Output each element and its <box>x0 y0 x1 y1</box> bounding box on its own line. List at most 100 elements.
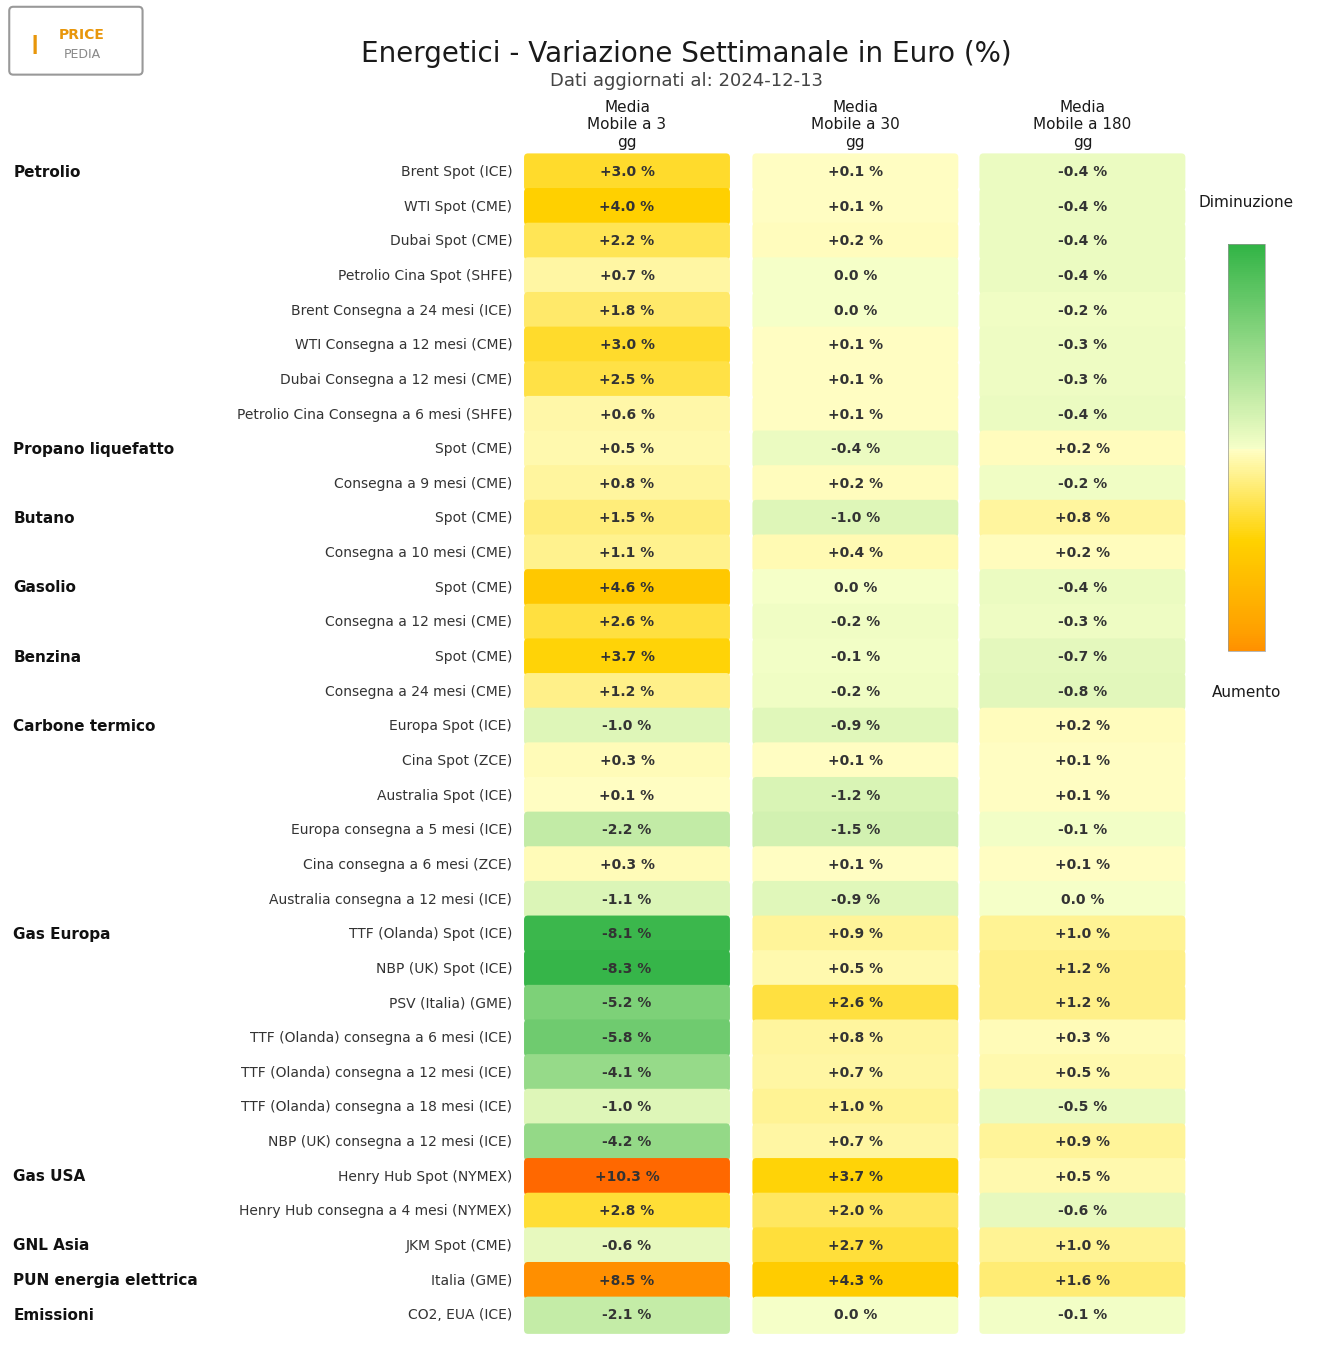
Bar <box>1228 380 1265 383</box>
Text: -1.0 %: -1.0 % <box>830 512 880 525</box>
Text: +4.0 %: +4.0 % <box>599 199 655 213</box>
Text: -0.3 %: -0.3 % <box>1057 615 1107 630</box>
Bar <box>1228 269 1265 271</box>
Text: +0.1 %: +0.1 % <box>828 858 883 873</box>
FancyBboxPatch shape <box>524 189 730 225</box>
Bar <box>1228 404 1265 407</box>
Bar <box>1228 319 1265 322</box>
Bar <box>1228 486 1265 489</box>
FancyBboxPatch shape <box>752 189 958 225</box>
FancyBboxPatch shape <box>979 569 1185 607</box>
Bar <box>1228 463 1265 467</box>
Text: +10.3 %: +10.3 % <box>594 1170 660 1183</box>
Text: PSV (Italia) (GME): PSV (Italia) (GME) <box>389 996 512 1011</box>
FancyBboxPatch shape <box>524 778 730 814</box>
FancyBboxPatch shape <box>979 396 1185 433</box>
Text: +0.2 %: +0.2 % <box>1055 719 1110 733</box>
Bar <box>1228 470 1265 472</box>
Bar <box>1228 506 1265 509</box>
Bar <box>1228 499 1265 503</box>
Text: GNL Asia: GNL Asia <box>13 1239 90 1254</box>
Text: +0.5 %: +0.5 % <box>1055 1065 1110 1080</box>
Text: +0.8 %: +0.8 % <box>599 476 655 491</box>
Bar <box>1228 277 1265 278</box>
Bar <box>1228 535 1265 537</box>
Bar <box>1228 559 1265 562</box>
Text: Gas Europa: Gas Europa <box>13 927 111 942</box>
FancyBboxPatch shape <box>979 673 1185 710</box>
Text: -0.2 %: -0.2 % <box>830 685 880 699</box>
Bar <box>1228 398 1265 402</box>
Text: +0.3 %: +0.3 % <box>599 754 655 768</box>
Bar <box>1228 612 1265 615</box>
Text: Cina Spot (ZCE): Cina Spot (ZCE) <box>401 754 512 768</box>
Bar <box>1228 384 1265 387</box>
FancyBboxPatch shape <box>752 292 958 330</box>
Bar <box>1228 437 1265 440</box>
Bar <box>1228 391 1265 394</box>
Bar <box>1228 601 1265 605</box>
Bar <box>1228 456 1265 459</box>
Bar <box>1228 611 1265 613</box>
Text: NBP (UK) Spot (ICE): NBP (UK) Spot (ICE) <box>376 962 512 976</box>
Text: Media
Mobile a 3
gg: Media Mobile a 3 gg <box>587 100 667 149</box>
Bar <box>1228 632 1265 635</box>
Bar <box>1228 305 1265 308</box>
Text: +0.3 %: +0.3 % <box>599 858 655 873</box>
Text: -5.2 %: -5.2 % <box>602 996 652 1011</box>
FancyBboxPatch shape <box>979 292 1185 330</box>
Bar <box>1228 254 1265 256</box>
FancyBboxPatch shape <box>752 1158 958 1196</box>
Bar <box>1228 385 1265 388</box>
Text: Consegna a 24 mesi (CME): Consegna a 24 mesi (CME) <box>325 685 512 699</box>
Bar <box>1228 299 1265 301</box>
Text: -0.9 %: -0.9 % <box>830 719 880 733</box>
FancyBboxPatch shape <box>524 638 730 676</box>
FancyBboxPatch shape <box>524 673 730 710</box>
Bar <box>1228 518 1265 521</box>
Bar <box>1228 514 1265 517</box>
Text: -8.1 %: -8.1 % <box>602 927 652 942</box>
FancyBboxPatch shape <box>752 569 958 607</box>
Text: Australia consegna a 12 mesi (ICE): Australia consegna a 12 mesi (ICE) <box>269 893 512 906</box>
Text: Butano: Butano <box>13 512 75 527</box>
Bar <box>1228 274 1265 277</box>
Bar <box>1228 358 1265 361</box>
Bar <box>1228 438 1265 442</box>
Text: +0.2 %: +0.2 % <box>1055 546 1110 560</box>
Bar <box>1228 388 1265 391</box>
Bar <box>1228 547 1265 550</box>
Text: -0.4 %: -0.4 % <box>1057 166 1107 179</box>
Text: TTF (Olanda) consegna a 12 mesi (ICE): TTF (Olanda) consegna a 12 mesi (ICE) <box>242 1065 512 1080</box>
Bar <box>1228 483 1265 487</box>
FancyBboxPatch shape <box>524 1227 730 1265</box>
Text: -0.3 %: -0.3 % <box>1057 338 1107 353</box>
Bar <box>1228 517 1265 520</box>
Bar <box>1228 573 1265 575</box>
Text: -0.4 %: -0.4 % <box>1057 269 1107 284</box>
Bar <box>1228 263 1265 266</box>
Text: +1.0 %: +1.0 % <box>1055 1239 1110 1253</box>
Text: +0.7 %: +0.7 % <box>599 269 655 284</box>
FancyBboxPatch shape <box>524 1193 730 1229</box>
Bar <box>1228 459 1265 461</box>
Bar <box>1228 271 1265 274</box>
Bar <box>1228 441 1265 444</box>
Text: Gas USA: Gas USA <box>13 1170 86 1185</box>
Bar <box>1228 638 1265 641</box>
Text: ❙: ❙ <box>26 35 42 54</box>
Bar <box>1228 356 1265 358</box>
Bar <box>1228 270 1265 273</box>
Bar <box>1228 472 1265 475</box>
Bar <box>1228 258 1265 261</box>
Bar <box>1228 294 1265 297</box>
Text: +4.3 %: +4.3 % <box>828 1274 883 1288</box>
Bar <box>1228 581 1265 584</box>
FancyBboxPatch shape <box>524 916 730 953</box>
Text: Media
Mobile a 30
gg: Media Mobile a 30 gg <box>810 100 900 149</box>
FancyBboxPatch shape <box>524 430 730 468</box>
FancyBboxPatch shape <box>979 916 1185 953</box>
FancyBboxPatch shape <box>524 569 730 607</box>
Bar <box>1228 467 1265 471</box>
Text: +0.1 %: +0.1 % <box>828 754 883 768</box>
